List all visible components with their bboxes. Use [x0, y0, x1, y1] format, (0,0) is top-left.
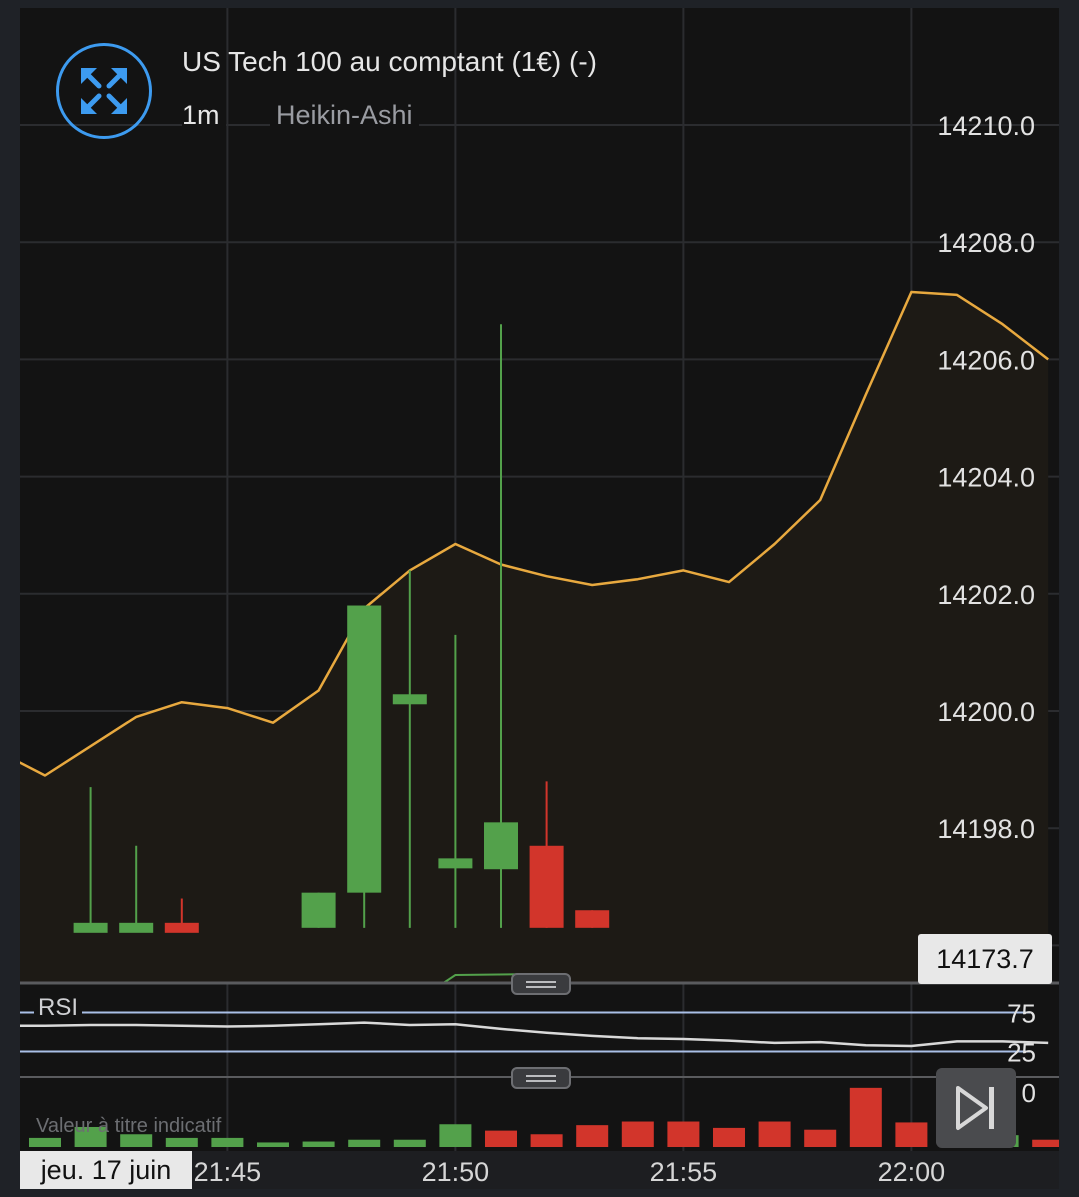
candle-body	[484, 822, 518, 870]
candle-body	[575, 910, 610, 928]
candle-body	[301, 892, 336, 928]
histogram-bar	[74, 1126, 107, 1147]
price-axis-label: 14200.0	[937, 697, 1035, 727]
skip-to-end-icon	[956, 1086, 994, 1130]
histogram-bar	[302, 1141, 335, 1147]
panel-resize-handle-bottom[interactable]	[511, 1067, 571, 1089]
time-axis-label: 21:45	[194, 1157, 262, 1187]
date-label: jeu. 17 juin	[20, 1151, 192, 1189]
rsi-level-label: 75	[1007, 999, 1036, 1029]
histogram-bar	[393, 1139, 426, 1147]
candle-body	[347, 605, 382, 893]
rsi-label: RSI	[34, 994, 83, 1022]
panel-resize-handle-top[interactable]	[511, 973, 571, 995]
time-axis-strip	[20, 1151, 1059, 1189]
time-axis-label: 22:00	[878, 1157, 946, 1187]
histogram-bar	[485, 1130, 517, 1147]
current-price-tag: 14173.7	[918, 934, 1052, 984]
candle-body	[529, 845, 564, 928]
price-axis-label: 14210.0	[937, 111, 1035, 141]
price-axis-label: 14198.0	[937, 814, 1035, 844]
candle-body	[438, 858, 473, 869]
price-axis-label: 14202.0	[937, 580, 1035, 610]
histogram-bar	[849, 1087, 882, 1147]
price-area-fill	[20, 292, 1049, 983]
histogram-bar	[211, 1137, 244, 1147]
time-axis-label: 21:55	[650, 1157, 718, 1187]
histogram-bar	[804, 1129, 837, 1147]
chart-canvas[interactable]: 14210.0 14208.0 14206.0 14204.0 14202.0 14200…	[20, 8, 1059, 1189]
candle-body	[73, 922, 108, 933]
time-axis-label: 21:50	[422, 1157, 490, 1187]
histogram-bar	[120, 1134, 153, 1147]
histogram-axis-label: 0	[1022, 1078, 1036, 1108]
expand-arrows-icon	[81, 68, 127, 114]
skip-to-end-button[interactable]	[936, 1068, 1016, 1148]
candle-body	[392, 694, 427, 705]
rsi-line-series	[20, 1021, 1049, 1048]
price-axis-label: 14204.0	[937, 463, 1035, 493]
histogram-bar	[621, 1121, 654, 1147]
price-line-series	[20, 290, 1049, 777]
timeframe-label[interactable]: 1m	[182, 100, 226, 131]
indicative-value-note: Valeur à titre indicatif	[36, 1115, 222, 1137]
histogram-bar	[257, 1142, 289, 1147]
histogram-bar	[667, 1121, 700, 1147]
histogram-bar	[348, 1139, 381, 1147]
histogram-bar	[530, 1134, 563, 1147]
histogram-bar	[713, 1127, 745, 1147]
histogram-bar	[895, 1122, 928, 1147]
price-axis-label: 14206.0	[937, 345, 1035, 375]
histogram-bar	[29, 1137, 61, 1147]
expand-button[interactable]	[56, 43, 152, 139]
chart-frame: 14210.0 14208.0 14206.0 14204.0 14202.0 14200…	[20, 8, 1059, 1189]
histogram-bar	[439, 1124, 472, 1147]
histogram-bar	[758, 1121, 791, 1147]
instrument-title: US Tech 100 au comptant (1€) (-)	[182, 46, 598, 77]
candle-body	[164, 922, 199, 933]
price-axis-label: 14208.0	[937, 228, 1035, 258]
histogram-bar	[1032, 1139, 1059, 1147]
histogram-bar	[165, 1137, 198, 1147]
histogram-bar	[576, 1125, 609, 1147]
chart-type-label[interactable]: Heikin-Ashi	[270, 100, 419, 131]
candle-body	[119, 922, 154, 933]
